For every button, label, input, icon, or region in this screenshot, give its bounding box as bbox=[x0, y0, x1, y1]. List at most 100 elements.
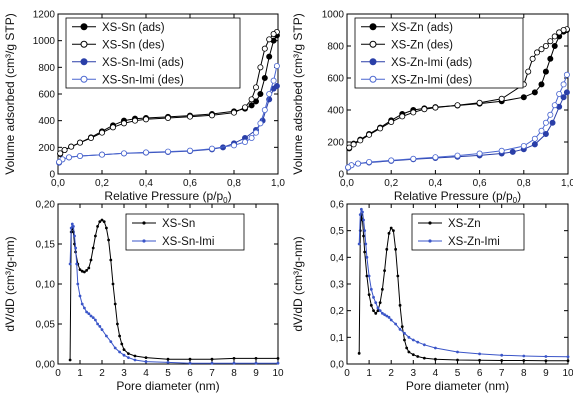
x-tick-label: 1,0 bbox=[561, 178, 573, 189]
data-point bbox=[509, 148, 516, 155]
data-point bbox=[522, 354, 526, 358]
y-tick-label: 0,1 bbox=[330, 333, 344, 344]
data-point bbox=[261, 45, 268, 52]
data-point bbox=[87, 266, 91, 270]
data-point bbox=[407, 335, 411, 339]
y-tick-label: 800 bbox=[38, 63, 55, 74]
data-point bbox=[78, 294, 82, 298]
legend-label: XS-Zn (des) bbox=[391, 39, 453, 51]
data-point bbox=[389, 318, 393, 322]
data-point bbox=[91, 246, 95, 250]
data-point bbox=[68, 358, 72, 362]
data-point bbox=[105, 226, 108, 230]
data-point bbox=[357, 351, 361, 355]
x-tick-label: 0,0 bbox=[340, 178, 354, 189]
x-tick-label: 0,2 bbox=[384, 178, 398, 189]
data-point bbox=[387, 231, 391, 235]
y-tick-label: 0,0 bbox=[330, 360, 344, 371]
data-point bbox=[164, 148, 171, 155]
data-point bbox=[476, 99, 483, 106]
data-point bbox=[248, 134, 255, 141]
y-tick-label: 200 bbox=[38, 143, 55, 154]
data-point bbox=[77, 152, 84, 159]
data-point bbox=[257, 64, 264, 71]
data-point bbox=[394, 322, 398, 326]
data-point bbox=[547, 38, 554, 45]
data-point bbox=[56, 158, 63, 165]
data-point bbox=[411, 353, 415, 357]
data-point bbox=[362, 234, 365, 238]
data-point bbox=[270, 30, 277, 37]
x-axis-label-text: Relative Pressure (p/p bbox=[394, 189, 513, 203]
x-tick-label: 10 bbox=[562, 368, 573, 379]
data-point bbox=[109, 340, 113, 343]
data-point bbox=[118, 334, 121, 338]
x-axis-label-end: ) bbox=[228, 189, 232, 203]
data-point bbox=[116, 322, 119, 326]
data-point bbox=[88, 134, 95, 141]
data-point bbox=[232, 357, 236, 360]
data-point bbox=[98, 325, 102, 328]
data-point bbox=[142, 149, 149, 156]
x-tick-label: 6 bbox=[477, 368, 483, 379]
data-point bbox=[372, 309, 375, 313]
y-tick-label: 200 bbox=[327, 138, 344, 149]
legend-label: XS-Sn (ads) bbox=[102, 22, 165, 34]
y-tick-label: 400 bbox=[327, 106, 344, 117]
data-point bbox=[378, 301, 382, 305]
legend-marker bbox=[80, 40, 88, 48]
data-point bbox=[89, 258, 93, 262]
data-point bbox=[76, 282, 80, 286]
data-point bbox=[400, 325, 404, 329]
data-point bbox=[266, 36, 273, 43]
data-point bbox=[363, 250, 367, 254]
data-point bbox=[133, 358, 137, 362]
data-point bbox=[456, 358, 459, 362]
data-point bbox=[407, 350, 411, 354]
data-point bbox=[385, 247, 389, 251]
data-point bbox=[273, 83, 280, 90]
x-tick-label: 2 bbox=[388, 368, 394, 379]
data-point bbox=[68, 143, 75, 150]
y-tick-label: 0,6 bbox=[330, 200, 344, 211]
data-point bbox=[113, 302, 117, 306]
data-point bbox=[100, 218, 104, 222]
data-point bbox=[345, 164, 352, 171]
x-tick-label: 7 bbox=[209, 368, 215, 379]
data-point bbox=[416, 340, 420, 344]
series-line-0 bbox=[348, 29, 568, 149]
data-point bbox=[383, 313, 386, 317]
legend-marker bbox=[428, 239, 432, 243]
data-point bbox=[126, 352, 130, 355]
x-tick-label: 5 bbox=[165, 368, 171, 379]
data-point bbox=[364, 242, 368, 246]
legend-label: XS-Sn-Imi (des) bbox=[102, 74, 184, 86]
data-point bbox=[383, 269, 386, 273]
data-point bbox=[241, 104, 248, 111]
x-tick-label: 3 bbox=[121, 368, 127, 379]
x-axis-label-subscript: 0 bbox=[513, 196, 518, 205]
data-point bbox=[94, 318, 97, 322]
legend-box bbox=[411, 213, 525, 251]
data-point bbox=[111, 282, 115, 286]
x-tick-label: 0,6 bbox=[473, 178, 487, 189]
data-point bbox=[68, 262, 72, 266]
data-point bbox=[374, 301, 378, 305]
data-point bbox=[534, 49, 541, 56]
y-tick-label: 0,3 bbox=[330, 280, 344, 291]
data-point bbox=[551, 102, 558, 109]
x-tick-label: 0,8 bbox=[517, 178, 531, 189]
data-point bbox=[365, 274, 369, 278]
y-tick-label: 0,15 bbox=[36, 240, 56, 251]
data-point bbox=[74, 246, 77, 250]
data-point bbox=[358, 213, 362, 217]
data-point bbox=[120, 342, 124, 346]
data-point bbox=[498, 147, 505, 154]
data-point bbox=[403, 331, 406, 335]
data-point bbox=[252, 84, 259, 91]
data-point bbox=[372, 295, 375, 299]
data-point bbox=[560, 81, 567, 88]
data-point bbox=[144, 360, 148, 363]
x-axis-label-text: Pore diameter (nm) bbox=[406, 379, 509, 393]
